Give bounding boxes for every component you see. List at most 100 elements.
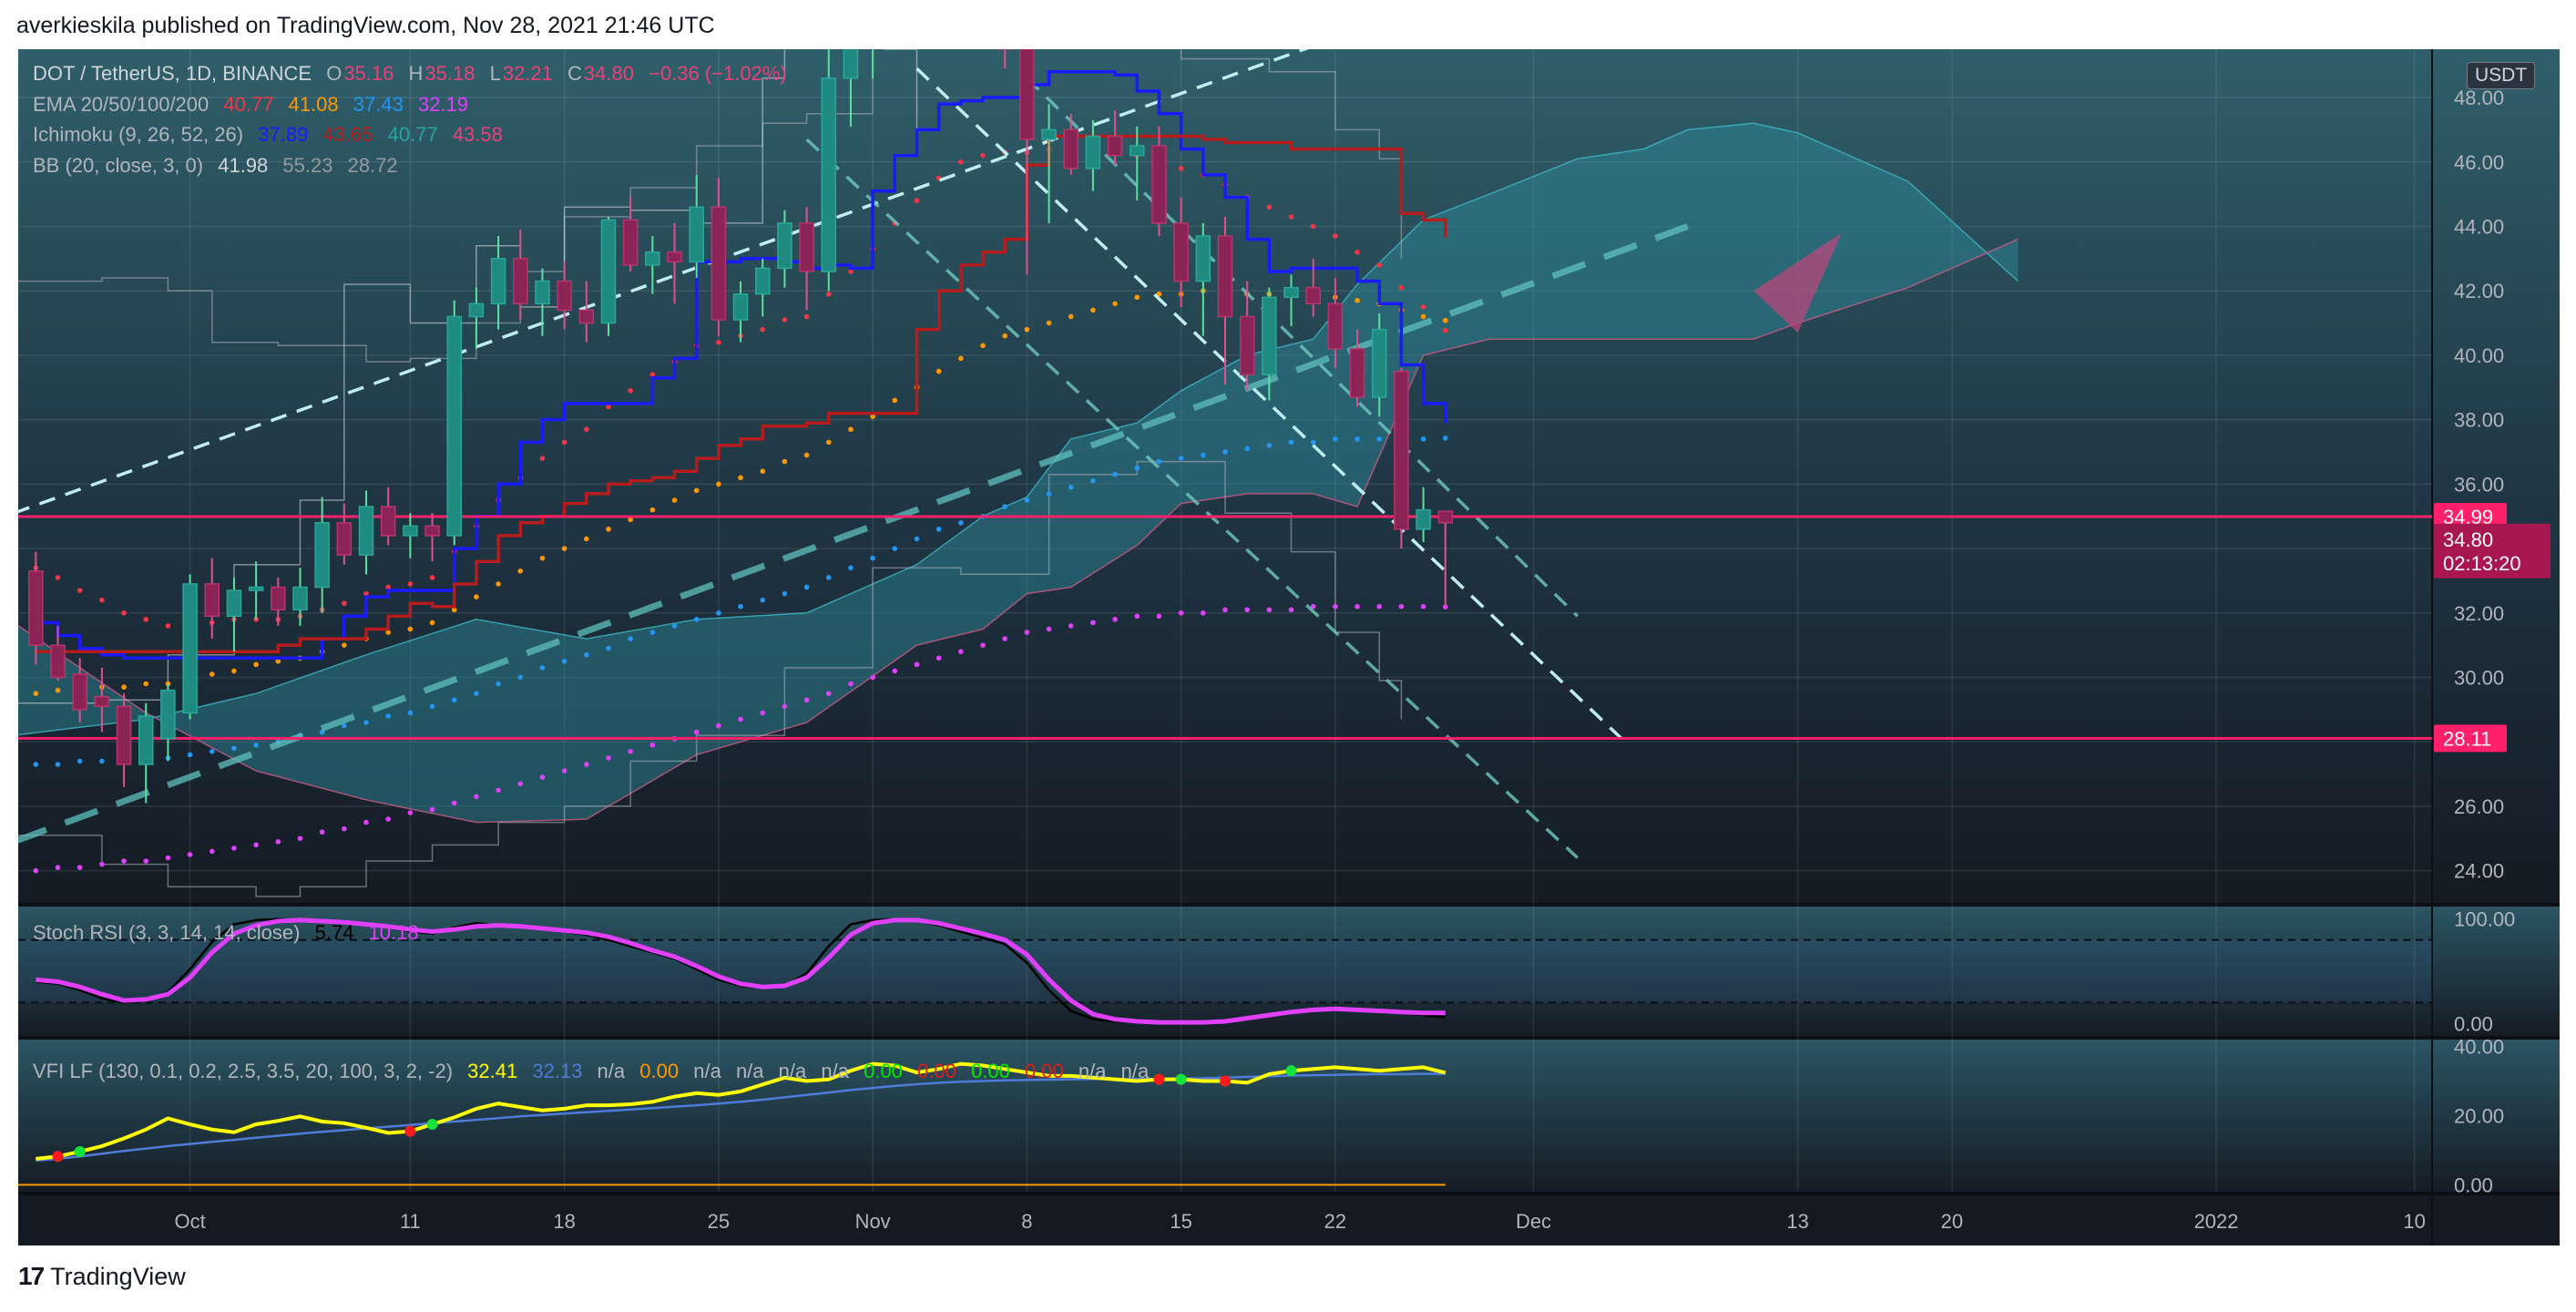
legend-vfi-v7: n/a xyxy=(778,1060,807,1082)
legend-ichimoku[interactable]: Ichimoku (9, 26, 52, 26) 37.89 43.65 40.… xyxy=(33,123,512,147)
candle-body xyxy=(645,251,660,266)
ema20-point xyxy=(716,339,721,345)
ema200-point xyxy=(760,710,766,716)
price-tick-label: 42.00 xyxy=(2454,280,2504,302)
legend-o-label: O xyxy=(326,62,342,85)
bb-lower-band xyxy=(18,460,1403,897)
candle-body xyxy=(843,49,859,79)
vfi-cross-marker xyxy=(404,1125,416,1137)
candle-body xyxy=(578,309,595,324)
ema200-point xyxy=(209,848,215,855)
ema100-point xyxy=(1310,439,1316,446)
currency-label[interactable]: USDT xyxy=(2467,62,2536,89)
ema100-point xyxy=(474,691,479,696)
time-tick-label: 10 xyxy=(2403,1210,2425,1233)
ema50-point xyxy=(407,626,414,632)
ema50-point xyxy=(1090,307,1096,313)
ema200-point xyxy=(1201,610,1206,616)
legend-vfi-name: VFI LF (130, 0.1, 0.2, 2.5, 3.5, 20, 100… xyxy=(33,1060,454,1082)
price-line-badge xyxy=(2434,724,2507,753)
price-tick-label: 46.00 xyxy=(2454,151,2504,174)
senkou-span-b xyxy=(18,238,2019,824)
legend-symbol-name: DOT / TetherUS, 1D, BINANCE xyxy=(33,62,312,85)
price-tick-label: 26.00 xyxy=(2454,795,2504,818)
ema50-point xyxy=(716,481,721,487)
ema50-point xyxy=(958,355,964,362)
time-tick-label: 15 xyxy=(1170,1210,1191,1233)
candle-body xyxy=(1239,315,1255,375)
stoch-d-line xyxy=(36,917,1446,1025)
chart-area[interactable]: Oct 11 18 25 Nov 8 15 22 Dec 13 20 2022 10 48.00 46.00… xyxy=(18,49,2560,1245)
vfi-tick-label: 40.00 xyxy=(2454,1036,2504,1059)
candle-body xyxy=(1195,235,1211,282)
ema100-series xyxy=(33,435,1448,767)
ema20-point xyxy=(99,597,105,603)
ema20-point xyxy=(958,159,964,165)
vfi-cross-marker xyxy=(1153,1073,1165,1085)
ema50-point xyxy=(429,620,435,626)
candle-body xyxy=(821,77,837,272)
legend-change: −0.36 (−1.02%) xyxy=(649,62,787,85)
legend-bb-lower: 28.72 xyxy=(347,154,398,177)
stoch-tick-label: 0.00 xyxy=(2454,1012,2493,1035)
candle-body xyxy=(1372,328,1387,398)
ema200-point xyxy=(1156,613,1162,620)
ema200-point xyxy=(429,806,435,813)
ema100-point xyxy=(1178,456,1184,461)
ema50-point xyxy=(848,426,854,433)
ema200-point xyxy=(1420,603,1426,610)
ema50-point xyxy=(1068,313,1074,320)
ema20-point xyxy=(429,575,435,580)
legend-ema100: 37.43 xyxy=(353,93,404,116)
legend-vfi-v8: n/a xyxy=(821,1060,849,1082)
ema200-point xyxy=(1398,603,1405,610)
ema100-point xyxy=(539,665,546,671)
ema200-point xyxy=(782,703,788,710)
legend-vfi[interactable]: VFI LF (130, 0.1, 0.2, 2.5, 3.5, 20, 100… xyxy=(33,1060,1158,1083)
ema200-point xyxy=(165,855,171,861)
ema200-point xyxy=(143,858,149,864)
ema20-point xyxy=(77,588,83,593)
ema200-point xyxy=(1310,603,1316,610)
ema100-point xyxy=(187,752,193,758)
legend-bb[interactable]: BB (20, close, 3, 0) 41.98 55.23 28.72 xyxy=(33,154,407,178)
ema20-point xyxy=(914,198,920,203)
ema50-point xyxy=(693,487,700,494)
publisher-caption: averkieskila published on TradingView.co… xyxy=(16,13,715,38)
ema200-point xyxy=(693,729,700,735)
legend-ema[interactable]: EMA 20/50/100/200 40.77 41.08 37.43 32.1… xyxy=(33,93,477,117)
legend-vfi-v1: 32.41 xyxy=(467,1060,518,1082)
ema100-point xyxy=(958,519,964,526)
ema20-point xyxy=(803,313,810,320)
legend-h-label: H xyxy=(408,62,424,85)
legend-stoch-rsi[interactable]: Stoch RSI (3, 3, 14, 14, close) 5.74 10.… xyxy=(33,921,428,945)
ema100-point xyxy=(914,536,920,542)
candle-body xyxy=(600,219,617,324)
ema50-point xyxy=(1442,317,1448,323)
ema20-point xyxy=(121,610,127,616)
ema100-point xyxy=(1333,436,1338,442)
candle-body xyxy=(667,251,682,263)
ema50-point xyxy=(671,497,678,503)
price-line-badge xyxy=(2434,503,2507,531)
ema50-point xyxy=(870,414,875,419)
vfi-cross-marker xyxy=(1220,1075,1231,1087)
candle-body xyxy=(732,292,749,321)
ema100-point xyxy=(935,527,942,532)
ema200-point xyxy=(1376,603,1383,610)
legend-vfi-v4: 0.00 xyxy=(639,1060,680,1082)
ema200-series xyxy=(33,603,1448,874)
ema50-point xyxy=(561,546,567,551)
ema200-point xyxy=(342,825,347,832)
price-tick-label: 48.00 xyxy=(2454,87,2504,109)
ema50-point xyxy=(1024,326,1030,333)
legend-ema200: 32.19 xyxy=(417,93,469,116)
ema200-point xyxy=(474,794,479,800)
ema100-point xyxy=(584,651,589,658)
ema100-point xyxy=(671,623,678,629)
ema200-point xyxy=(1090,620,1096,626)
legend-kijun: 43.65 xyxy=(322,123,373,146)
footer-brand[interactable]: 17 TradingView xyxy=(18,1262,186,1291)
chart-canvas[interactable]: Oct 11 18 25 Nov 8 15 22 Dec 13 20 2022 10 48.00 46.00… xyxy=(18,49,2560,1245)
legend-bb-name: BB (20, close, 3, 0) xyxy=(33,154,204,177)
